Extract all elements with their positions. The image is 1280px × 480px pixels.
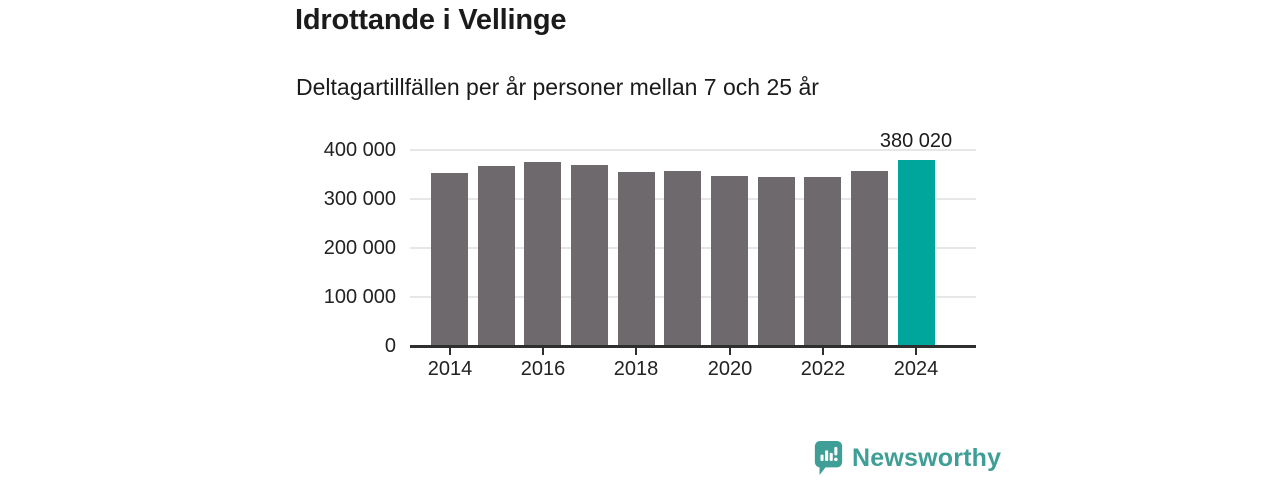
- y-tick-label-300000: 300 000: [323, 188, 396, 210]
- x-axis-line: [410, 345, 976, 348]
- x-tick-label-2020: 2020: [707, 358, 753, 380]
- bar-2016: [524, 162, 561, 346]
- chart-title: Idrottande i Vellinge: [295, 4, 567, 36]
- newsworthy-logo: Newsworthy: [814, 440, 1001, 476]
- bar-2021: [758, 177, 795, 346]
- highlight-value-label: 380 020: [879, 130, 953, 152]
- x-tick-label-2014: 2014: [427, 358, 473, 380]
- bar-2023: [851, 171, 888, 346]
- bar-2017: [571, 165, 608, 346]
- bar-2018: [618, 172, 655, 346]
- y-tick-label-100000: 100 000: [323, 286, 396, 308]
- bar-2019: [664, 171, 701, 346]
- x-tick-2020: [729, 348, 731, 355]
- bar-2024: [898, 160, 935, 346]
- x-tick-2014: [449, 348, 451, 355]
- x-tick-label-2024: 2024: [893, 358, 939, 380]
- bar-2015: [478, 166, 515, 346]
- x-tick-2018: [635, 348, 637, 355]
- bar-2022: [804, 177, 841, 346]
- y-tick-label-200000: 200 000: [323, 237, 396, 259]
- y-tick-label-0: 0: [384, 335, 396, 357]
- newsworthy-logo-icon: [814, 440, 843, 476]
- gridline-400000: [410, 149, 976, 151]
- bar-2020: [711, 176, 748, 346]
- bar-2014: [431, 173, 468, 346]
- y-tick-label-400000: 400 000: [323, 139, 396, 161]
- x-tick-2024: [915, 348, 917, 355]
- x-tick-label-2016: 2016: [520, 358, 566, 380]
- x-tick-label-2022: 2022: [800, 358, 846, 380]
- x-tick-label-2018: 2018: [613, 358, 659, 380]
- chart-subtitle: Deltagartillfällen per år personer mella…: [296, 74, 819, 100]
- x-tick-2016: [542, 348, 544, 355]
- x-tick-2022: [822, 348, 824, 355]
- plot-area: [410, 149, 976, 346]
- newsworthy-logo-text: Newsworthy: [852, 443, 1002, 472]
